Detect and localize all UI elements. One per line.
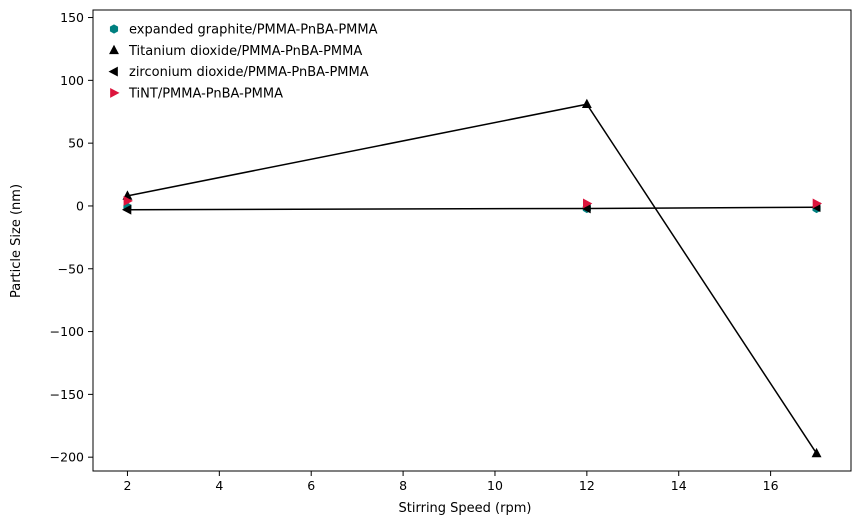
- x-tick-label: 14: [671, 478, 687, 493]
- y-tick-label: 50: [68, 136, 84, 151]
- series-layer: [121, 98, 823, 458]
- x-tick-label: 6: [307, 478, 315, 493]
- y-tick-label: −50: [58, 261, 84, 276]
- y-tick-label: −150: [50, 387, 84, 402]
- data-point: [583, 198, 593, 209]
- data-point: [121, 204, 132, 215]
- plot-area: [92, 9, 852, 472]
- legend-marker: [110, 87, 120, 98]
- y-tick-label: −200: [50, 450, 84, 465]
- data-point: [581, 98, 592, 109]
- x-tick-label: 8: [399, 478, 407, 493]
- data-point: [581, 203, 591, 214]
- x-tick-label: 10: [487, 478, 503, 493]
- x-tick-label: 16: [763, 478, 779, 493]
- y-axis: −200 −150 −100 −50 0 50 100 150: [50, 10, 93, 465]
- y-tick-label: 0: [76, 198, 84, 213]
- x-axis: 2 4 6 8 10 12 14 16: [123, 471, 779, 493]
- legend-label: TiNT/PMMA-PnBA-PMMA: [128, 86, 283, 101]
- data-point: [811, 447, 822, 458]
- legend-label: zirconium dioxide/PMMA-PnBA-PMMA: [129, 65, 369, 80]
- data-point: [123, 195, 133, 206]
- legend-marker: [109, 44, 119, 55]
- x-axis-label: Stirring Speed (rpm): [399, 501, 532, 516]
- y-tick-label: 100: [60, 73, 84, 88]
- legend-label: expanded graphite/PMMA-PnBA-PMMA: [129, 23, 378, 38]
- legend: expanded graphite/PMMA-PnBA-PMMA Titanium…: [108, 23, 378, 101]
- legend-label: Titanium dioxide/PMMA-PnBA-PMMA: [128, 44, 362, 59]
- y-tick-label: 150: [60, 10, 84, 25]
- legend-marker: [109, 24, 119, 34]
- series-tint-pmma-pnba-pmma: [123, 195, 823, 209]
- data-point: [812, 198, 823, 209]
- x-tick-label: 4: [215, 478, 223, 493]
- y-axis-label: Particle Size (nm): [9, 184, 24, 298]
- x-tick-label: 12: [579, 478, 595, 493]
- legend-marker: [108, 66, 118, 77]
- x-tick-label: 2: [123, 478, 131, 493]
- y-tick-label: −100: [50, 324, 84, 339]
- series-titanium-dioxide-pmma-pnba-pmma: [122, 98, 822, 458]
